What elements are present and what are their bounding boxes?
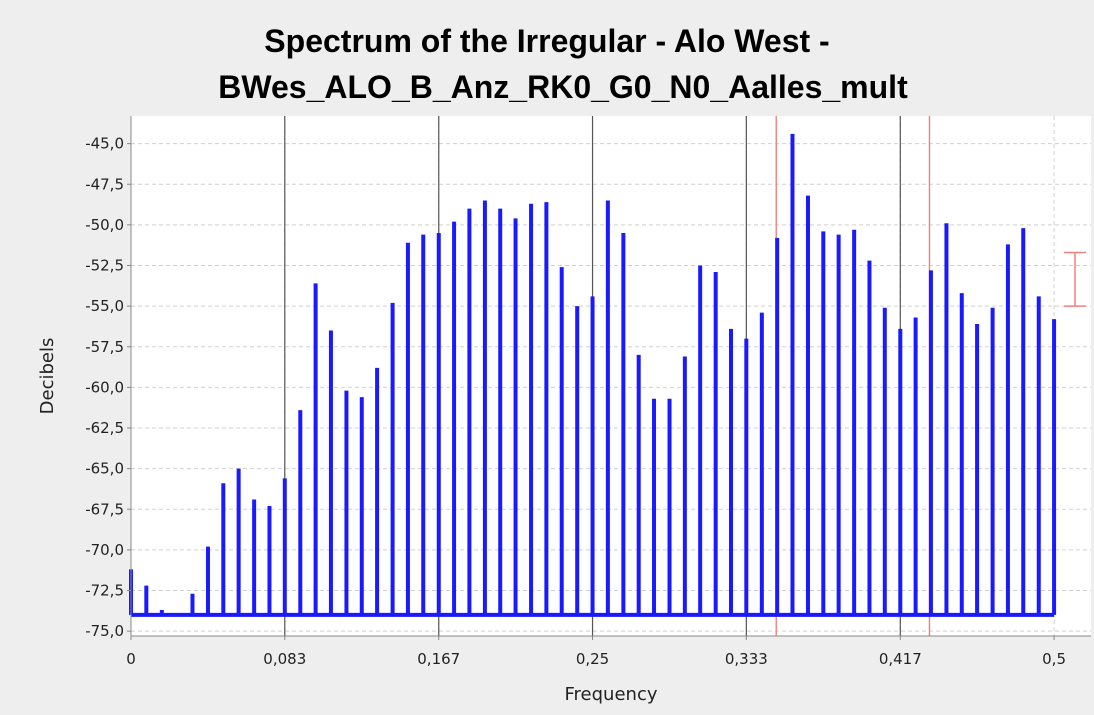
spectrum-bar-26 [529,203,534,615]
y-tick-label-2: -50,0 [85,216,124,234]
y-tick-label-10: -70,0 [85,541,124,559]
x-tick-label-4: 0,333 [725,650,768,668]
spectrum-bar-6 [221,483,226,615]
spectrum-bar-50 [898,328,903,615]
spectrum-bar-54 [959,293,964,615]
y-tick-label-8: -65,0 [85,460,124,478]
spectrum-bar-9 [267,506,272,615]
spectrum-bar-42 [775,237,780,615]
spectrum-bar-21 [452,221,457,615]
spectrum-bar-30 [590,296,595,615]
chart-title-line-1: Spectrum of the Irregular - Alo West - [264,23,829,59]
spectrum-bar-60 [1052,319,1057,615]
spectrum-bar-28 [559,267,564,615]
spectrum-bar-23 [482,200,487,615]
y-tick-label-12: -75,0 [85,622,124,640]
error-bar [1064,251,1086,307]
spectrum-bar-12 [313,283,318,615]
y-tick-label-4: -55,0 [85,297,124,315]
spectrum-bar-59 [1036,296,1041,615]
spectrum-bar-45 [821,231,826,615]
spectrum-bar-34 [652,398,657,615]
y-tick-label-0: -45,0 [85,135,124,153]
spectrum-bar-37 [698,265,703,615]
x-axis: 0 0,083 0,167 0,25 0,333 0,417 0,5 [126,635,1091,668]
spectrum-bar-20 [436,233,441,615]
spectrum-bar-36 [682,356,687,615]
spectrum-bar-14 [344,390,349,615]
spectrum-bar-2 [159,610,164,615]
spectrum-bar-48 [867,260,872,615]
spectrum-bar-41 [759,312,764,615]
spectrum-bar-46 [836,234,841,615]
spectrum-bar-31 [605,200,610,615]
spectrum-bar-19 [421,234,426,615]
spectrum-bar-57 [1005,244,1010,615]
spectrum-bar-44 [805,195,810,615]
spectrum-bar-55 [975,324,980,615]
spectrum-bar-13 [328,330,333,615]
spectrum-bar-56 [990,307,995,615]
spectrum-bar-51 [913,317,918,615]
spectrum-bar-16 [375,367,380,615]
spectrum-bar-1 [144,585,149,615]
spectrum-bar-27 [544,202,549,615]
spectrum-bar-11 [298,410,303,615]
spectrum-bar-15 [359,397,364,615]
spectrum-bar-8 [252,499,257,615]
x-tick-label-1: 0,083 [263,650,306,668]
chart-title-line-2: BWes_ALO_B_Anz_RK0_G0_N0_Aalles_mult [218,69,908,105]
y-tick-label-1: -47,5 [85,175,124,193]
spectrum-bar-35 [667,398,672,615]
spectrum-bar-24 [498,208,503,615]
spectrum-bar-4 [190,593,195,615]
spectrum-bar-39 [729,328,733,615]
spectrum-bar-18 [405,242,410,615]
y-tick-label-5: -57,5 [85,338,124,356]
spectrum-bar-22 [467,208,472,615]
spectrum-bar-58 [1021,228,1026,615]
spectrum-bar-52 [928,270,933,615]
spectrum-bar-29 [575,306,580,615]
spectrum-bar-49 [882,307,887,615]
spectrum-bar-10 [282,478,287,615]
x-tick-label-0: 0 [126,650,136,668]
y-tick-label-7: -62,5 [85,419,124,437]
spectrum-bar-25 [513,218,518,615]
x-tick-label-3: 0,25 [576,650,609,668]
spectrum-bar-7 [236,468,241,615]
spectrum-bar-33 [636,354,641,615]
spectrum-bar-47 [852,229,857,615]
spectrum-bar-40 [744,338,749,615]
y-axis-label: Decibels [37,338,58,415]
spectrum-bar-32 [621,233,626,615]
spectrum-bar-43 [790,133,795,615]
y-tick-label-6: -60,0 [85,378,124,396]
spectrum-bars [129,133,1057,617]
spectrum-bar-53 [944,223,949,615]
y-tick-label-3: -52,5 [85,257,124,275]
x-tick-label-2: 0,167 [417,650,460,668]
x-axis-label: Frequency [565,684,658,705]
spectrum-bar-38 [713,272,718,615]
x-tick-label-6: 0,5 [1042,650,1066,668]
y-tick-label-9: -67,5 [85,500,124,518]
y-tick-label-11: -72,5 [85,582,124,600]
x-tick-label-5: 0,417 [879,650,922,668]
spectrum-bar-17 [390,302,395,615]
y-axis: -45,0 -47,5 -50,0 -52,5 -55,0 -57,5 -60,0 -62,5… [85,116,132,640]
spectrum-bar-5 [205,546,210,615]
